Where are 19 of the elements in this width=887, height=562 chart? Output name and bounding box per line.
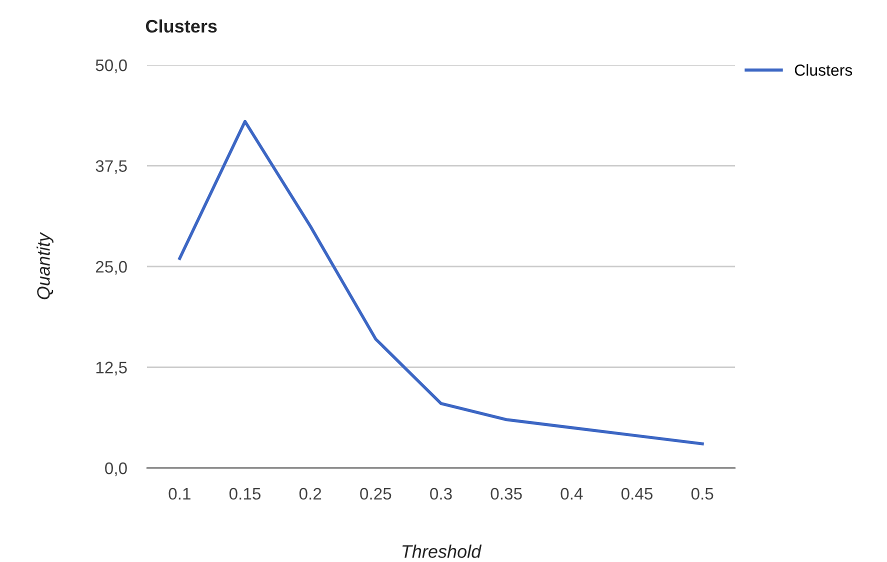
x-tick-label: 0.5 xyxy=(691,488,714,500)
y-tick-label: 25,0 xyxy=(96,260,127,275)
x-tick-label: 0.15 xyxy=(229,488,261,500)
x-tick-label: 0.2 xyxy=(299,488,322,500)
x-tick-label: 0.3 xyxy=(430,488,452,500)
line-series xyxy=(178,120,704,446)
chart-title: Clusters xyxy=(146,19,217,33)
y-tick-label: 50,0 xyxy=(96,59,127,74)
legend-label: Clusters xyxy=(794,64,852,76)
y-axis-title: Quantity xyxy=(36,232,54,300)
x-tick-label: 0.35 xyxy=(490,488,522,500)
y-tick-label: 12,5 xyxy=(96,362,127,376)
x-tick-label: 0.25 xyxy=(360,488,392,500)
x-tick-label: 0.45 xyxy=(621,488,653,500)
x-tick-label: 0.4 xyxy=(560,488,583,500)
y-tick-label: 37,5 xyxy=(96,160,127,174)
x-axis-title: Threshold xyxy=(402,544,482,558)
x-tick-label: 0.1 xyxy=(168,488,190,500)
y-tick-label: 0,0 xyxy=(105,462,127,476)
